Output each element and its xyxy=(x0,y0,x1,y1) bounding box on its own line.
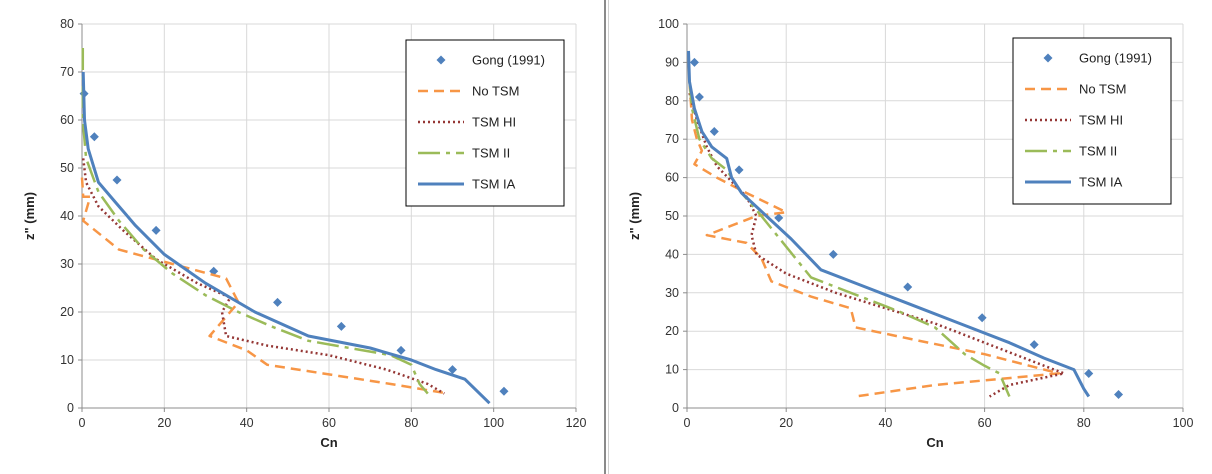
legend-tsm-ii-label: TSM II xyxy=(1079,144,1117,159)
x-tick-label: 0 xyxy=(79,416,86,430)
tsm-ii-series-line xyxy=(81,48,429,395)
y-tick-label: 80 xyxy=(60,17,74,31)
y-axis-label: z" (mm) xyxy=(627,192,642,240)
x-tick-label: 0 xyxy=(684,416,691,430)
gong-1991-data-point xyxy=(689,57,699,67)
gong-1991-data-point xyxy=(499,386,509,396)
gong-1991-data-point xyxy=(336,321,346,331)
x-tick-label: 20 xyxy=(779,416,793,430)
y-tick-label: 40 xyxy=(60,209,74,223)
legend-tsm-ii-label: TSM II xyxy=(472,146,510,161)
gong-1991-data-point xyxy=(709,127,719,137)
legend-box xyxy=(1012,37,1172,205)
legend-tsm-hi-label: TSM HI xyxy=(1079,113,1123,128)
y-axis-label: z" (mm) xyxy=(22,192,37,240)
legend-gong-1991-label: Gong (1991) xyxy=(1079,51,1152,66)
legend-box xyxy=(405,39,565,207)
y-tick-label: 20 xyxy=(60,305,74,319)
y-tick-label: 50 xyxy=(665,209,679,223)
y-tick-label: 20 xyxy=(665,324,679,338)
gong-1991-data-point xyxy=(151,225,161,235)
tsm-ii-series-line xyxy=(688,81,1011,397)
legend-no-tsm-label: No TSM xyxy=(1079,82,1126,97)
y-tick-label: 40 xyxy=(665,247,679,261)
gong-1991-data-point xyxy=(1084,368,1094,378)
x-tick-label: 100 xyxy=(1173,416,1194,430)
legend-no-tsm-label: No TSM xyxy=(472,84,519,99)
legend-tsm-hi-label: TSM HI xyxy=(472,115,516,130)
x-tick-label: 80 xyxy=(1077,416,1091,430)
x-axis-label: Cn xyxy=(320,435,337,450)
x-tick-label: 100 xyxy=(483,416,504,430)
chart-left-svg: 0 10 20 30 40 50 60 70 80 0 20 40 60 80 100 120 Cn z" (mm… xyxy=(22,17,587,450)
y-tick-label: 10 xyxy=(60,353,74,367)
gong-1991-data-point xyxy=(828,249,838,259)
tsm-ia-series-line xyxy=(81,71,491,405)
y-tick-label: 70 xyxy=(60,65,74,79)
gong-1991-data-point xyxy=(112,175,122,185)
y-tick-label: 30 xyxy=(665,286,679,300)
gong-1991-data-point xyxy=(273,297,283,307)
x-tick-label: 80 xyxy=(404,416,418,430)
x-axis-label: Cn xyxy=(926,435,943,450)
chart-panel-left: 0 10 20 30 40 50 60 70 80 0 20 40 60 80 100 120 Cn z" (mm… xyxy=(22,0,606,474)
legend-gong-1991-marker xyxy=(436,55,446,65)
gong-1991-data-point xyxy=(448,365,457,375)
chart-panel-right: 0 10 20 30 40 50 60 70 80 90 100 0 20 40 60 80 100 Cn z" (… xyxy=(608,0,1212,474)
x-tick-label: 120 xyxy=(566,416,587,430)
gong-1991-data-point xyxy=(396,345,406,355)
y-tick-label: 50 xyxy=(60,161,74,175)
gong-1991-data-point xyxy=(694,92,704,102)
chart-right-svg: 0 10 20 30 40 50 60 70 80 90 100 0 20 40 60 80 100 Cn z" (… xyxy=(627,17,1194,450)
y-tick-label: 100 xyxy=(658,17,679,31)
gong-1991-data-point xyxy=(774,213,784,223)
legend-gong-1991-marker xyxy=(1043,53,1053,63)
y-tick-label: 60 xyxy=(665,171,679,185)
y-tick-label: 0 xyxy=(67,401,74,415)
y-tick-label: 60 xyxy=(60,113,74,127)
gong-1991-data-point xyxy=(903,282,913,292)
x-tick-label: 40 xyxy=(878,416,892,430)
gong-1991-data-point xyxy=(977,313,987,323)
gong-1991-data-point xyxy=(734,165,744,175)
tsm-hi-series-line xyxy=(688,92,1066,398)
x-tick-label: 60 xyxy=(322,416,336,430)
tsm-hi-series-line xyxy=(81,158,445,395)
y-tick-label: 90 xyxy=(665,55,679,69)
y-tick-label: 70 xyxy=(665,132,679,146)
x-tick-label: 20 xyxy=(157,416,171,430)
x-tick-label: 60 xyxy=(978,416,992,430)
gong-1991-data-point xyxy=(89,132,99,142)
legend-gong-1991-label: Gong (1991) xyxy=(472,53,545,68)
x-tick-label: 40 xyxy=(240,416,254,430)
tsm-ia-series-line xyxy=(687,50,1091,398)
no-tsm-series-line xyxy=(688,81,1061,398)
y-tick-label: 0 xyxy=(672,401,679,415)
gong-1991-data-point xyxy=(1029,340,1039,350)
y-tick-label: 80 xyxy=(665,94,679,108)
gong-1991-data-point xyxy=(1114,390,1124,400)
legend-tsm-ia-label: TSM IA xyxy=(1079,175,1123,190)
y-tick-label: 10 xyxy=(665,363,679,377)
no-tsm-series-line xyxy=(80,177,449,395)
y-tick-label: 30 xyxy=(60,257,74,271)
legend-tsm-ia-label: TSM IA xyxy=(472,177,516,192)
